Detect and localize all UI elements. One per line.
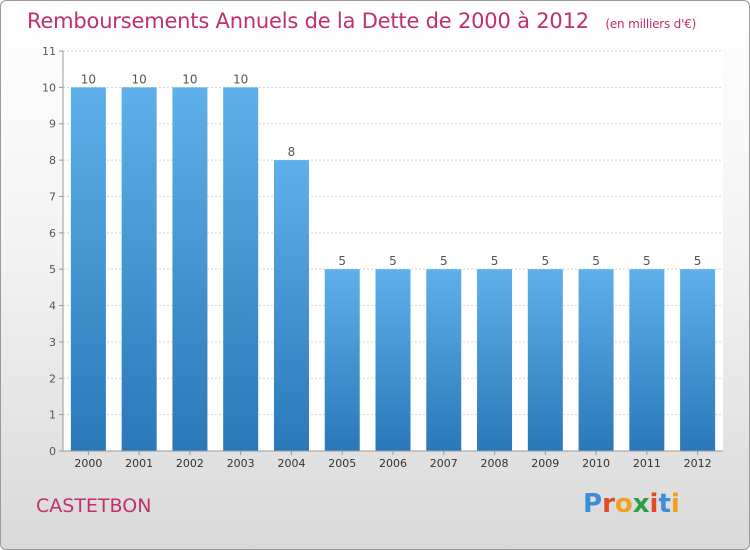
y-tick-label: 8 [49, 154, 56, 167]
data-label-2003: 10 [233, 72, 248, 86]
bar-2004 [273, 160, 309, 451]
bar-2000 [70, 87, 106, 451]
y-tick-label: 9 [49, 118, 56, 131]
data-labels: 10 10 10 10 8 5 5 5 5 5 5 5 5 [81, 72, 702, 268]
y-tick-label: 10 [42, 81, 56, 94]
logo-letter: o [614, 489, 633, 519]
data-label-2004: 8 [288, 145, 296, 159]
x-axis-ticks: 2000 2001 2002 2003 2004 2005 2006 2007 2008 2009… [74, 451, 712, 470]
bar-2007 [426, 269, 462, 451]
logo-letter: t [658, 489, 671, 519]
data-label-2008: 5 [491, 254, 499, 268]
x-tick-label: 2005 [328, 457, 356, 470]
chart-title-text: Remboursements Annuels de la Dette de 20… [27, 9, 589, 33]
bar-2001 [121, 87, 157, 451]
data-label-2007: 5 [440, 254, 448, 268]
bar-2008 [477, 269, 513, 451]
data-label-2011: 5 [643, 254, 651, 268]
y-tick-label: 7 [49, 190, 56, 203]
logo-letter: r [602, 489, 615, 519]
logo-letter: i [670, 489, 680, 519]
x-tick-label: 2010 [582, 457, 610, 470]
bar-2011 [629, 269, 665, 451]
chart-subtitle: (en milliers d'€) [605, 17, 697, 31]
data-label-2002: 10 [182, 72, 197, 86]
x-tick-label: 2011 [633, 457, 661, 470]
logo-letter: P [583, 489, 603, 519]
y-tick-label: 1 [49, 409, 56, 422]
bar-2010 [578, 269, 614, 451]
x-tick-label: 2004 [277, 457, 305, 470]
chart-title: Remboursements Annuels de la Dette de 20… [27, 9, 696, 33]
x-tick-label: 2003 [227, 457, 255, 470]
y-tick-label: 11 [42, 45, 56, 58]
y-axis-ticks: 0 1 2 3 4 5 6 7 8 9 10 11 [42, 45, 63, 458]
data-label-2006: 5 [389, 254, 397, 268]
bar-2003 [223, 87, 259, 451]
bar-2009 [527, 269, 563, 451]
y-tick-label: 0 [49, 445, 56, 458]
city-name: CASTETBON [36, 495, 152, 517]
logo-letter: x [632, 489, 650, 519]
data-label-2000: 10 [81, 72, 96, 86]
bar-2006 [375, 269, 411, 451]
bar-2012 [680, 269, 716, 451]
x-tick-label: 2007 [430, 457, 458, 470]
data-label-2005: 5 [338, 254, 346, 268]
y-tick-label: 3 [49, 336, 56, 349]
x-tick-label: 2000 [74, 457, 102, 470]
bars [70, 87, 716, 451]
y-tick-label: 2 [49, 372, 56, 385]
proxiti-logo: Proxiti [583, 489, 680, 519]
x-tick-label: 2006 [379, 457, 407, 470]
bar-2005 [324, 269, 360, 451]
y-tick-label: 6 [49, 227, 56, 240]
data-label-2009: 5 [541, 254, 549, 268]
x-tick-label: 2009 [531, 457, 559, 470]
logo-letter: i [649, 489, 659, 519]
y-tick-label: 5 [49, 263, 56, 276]
x-tick-label: 2012 [684, 457, 712, 470]
x-tick-label: 2008 [481, 457, 509, 470]
data-label-2010: 5 [592, 254, 600, 268]
data-label-2012: 5 [694, 254, 702, 268]
x-tick-label: 2002 [176, 457, 204, 470]
data-label-2001: 10 [132, 72, 147, 86]
y-tick-label: 4 [49, 300, 56, 313]
x-tick-label: 2001 [125, 457, 153, 470]
bar-2002 [172, 87, 208, 451]
